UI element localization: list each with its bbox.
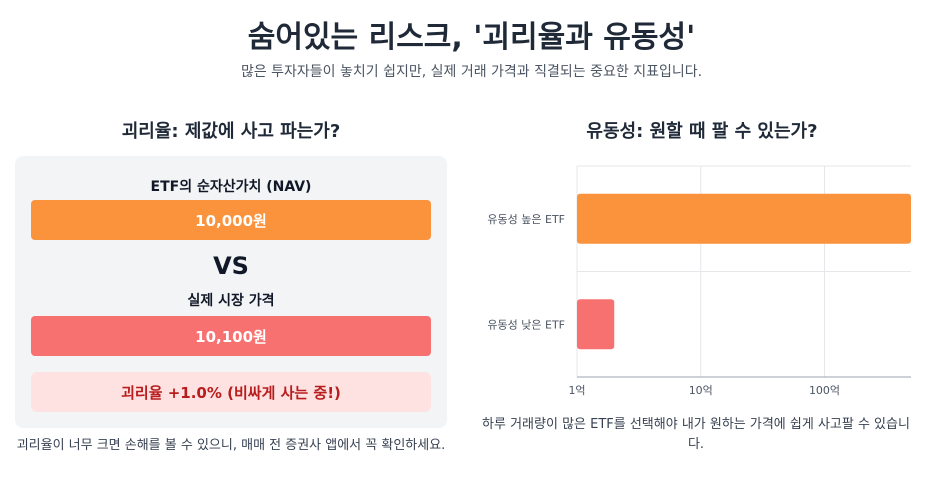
x-tick-label-1: 10억 (689, 384, 713, 397)
nav-label: ETF의 순자산가치 (NAV) (150, 179, 312, 195)
y-tick-label-0: 유동성 높은 ETF (487, 213, 565, 226)
premium-badge: 괴리율 +1.0% (비싸게 사는 중!) (31, 372, 431, 412)
nav-value-box: 10,000원 (31, 200, 431, 240)
liquidity-note: 하루 거래량이 많은 ETF를 선택해야 내가 원하는 가격에 쉽게 사고팔 수… (482, 417, 910, 452)
page-title: 숨어있는 리스크, '괴리율과 유동성' (247, 20, 696, 55)
page-subtitle: 많은 투자자들이 놓치기 쉽지만, 실제 거래 가격과 직결되는 중요한 지표입… (240, 64, 703, 80)
market-price-label: 실제 시장 가격 (187, 293, 275, 309)
premium-note: 괴리율이 너무 크면 손해를 볼 수 있으니, 매매 전 증권사 앱에서 꼭 확… (16, 438, 446, 453)
y-tick-label-1: 유동성 낮은 ETF (487, 318, 565, 331)
premium-section-title: 괴리율: 제값에 사고 파는가? (121, 121, 341, 142)
x-tick-label-2: 100억 (809, 384, 840, 397)
bar-1 (577, 299, 615, 350)
market-price-box: 10,100원 (31, 316, 431, 356)
premium-card: ETF의 순자산가치 (NAV) 10,000원 VS 실제 시장 가격 10,… (15, 156, 447, 428)
vs-label: VS (213, 252, 249, 280)
x-tick-label-0: 1억 (568, 384, 585, 397)
liquidity-section-title: 유동성: 원할 때 팔 수 있는가? (586, 121, 818, 142)
bar-0 (577, 193, 911, 244)
